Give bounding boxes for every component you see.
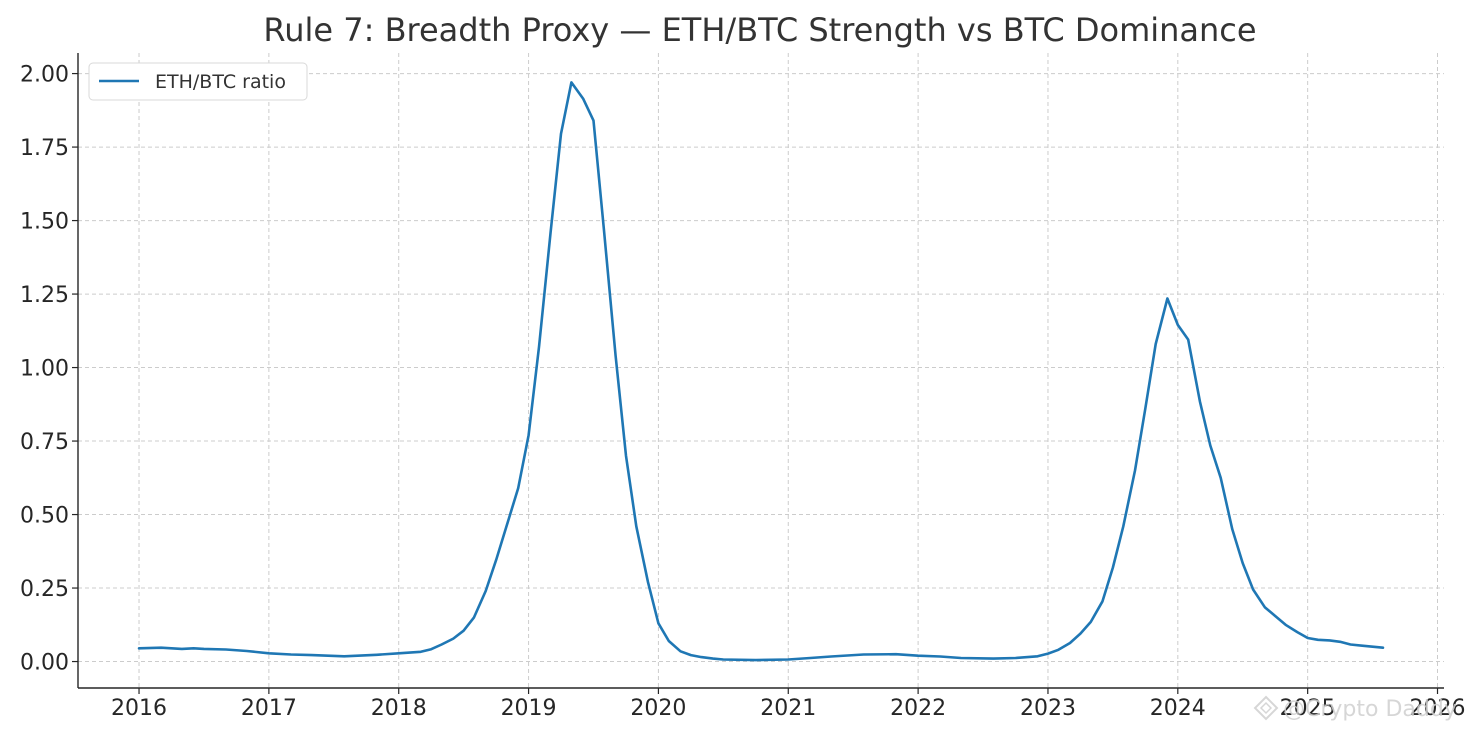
x-tick-label: 2021 (760, 696, 816, 721)
x-tick-label: 2024 (1150, 696, 1206, 721)
x-tick-label: 2019 (501, 696, 557, 721)
series-group (137, 81, 1385, 662)
y-tick-label: 0.00 (20, 651, 69, 676)
y-tick-label: 2.00 (20, 63, 69, 88)
legend-box (88, 62, 308, 101)
chart-title: Rule 7: Breadth Proxy — ETH/BTC Strength… (263, 11, 1256, 49)
x-tick-label: 2018 (371, 696, 427, 721)
watermark: @Crypto Daddy (1253, 695, 1457, 722)
x-tick-label: 2025 (1280, 696, 1336, 721)
x-tick-label: 2022 (890, 696, 946, 721)
y-tick-label: 1.00 (20, 357, 69, 382)
x-tick-label: 2026 (1410, 696, 1466, 721)
x-tick-label: 2016 (111, 696, 167, 721)
series-line-eth-btc-ratio (137, 81, 1385, 662)
y-tick-label: 1.25 (20, 283, 69, 308)
x-tick-label: 2023 (1020, 696, 1076, 721)
y-tick-label: 1.75 (20, 136, 69, 161)
x-tick-label: 2017 (241, 696, 297, 721)
x-tick-label: 2020 (630, 696, 686, 721)
grid-lines (78, 53, 1444, 688)
legend-label: ETH/BTC ratio (155, 71, 286, 93)
y-tick-label: 0.25 (20, 577, 69, 602)
y-axis-ticks: 0.00 0.25 0.50 0.75 1.00 1.25 1.50 1.75 2.00 (20, 63, 78, 676)
x-axis-ticks: 2016 2017 2018 2019 2020 2021 2022 2023 2024 2025… (111, 688, 1466, 721)
y-tick-label: 1.50 (20, 210, 69, 235)
axes (77, 53, 1444, 689)
diamond-logo-icon (1253, 695, 1279, 721)
y-tick-label: 0.75 (20, 430, 69, 455)
y-tick-label: 0.50 (20, 504, 69, 529)
legend: ETH/BTC ratio (88, 62, 308, 101)
watermark-text: @Crypto Daddy (1283, 697, 1457, 722)
